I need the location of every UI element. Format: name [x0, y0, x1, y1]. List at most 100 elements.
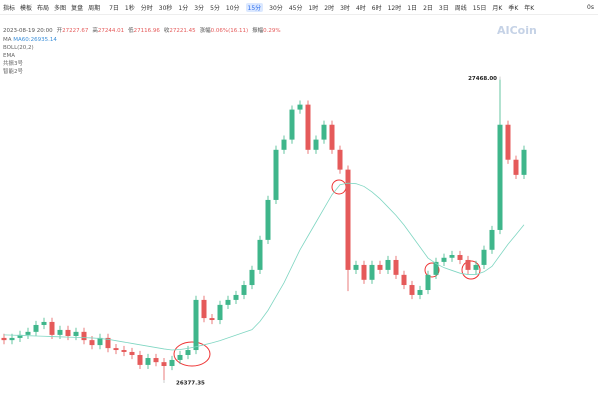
- candle-body: [377, 264, 383, 270]
- main-indicator[interactable]: MA MA60:26935.14: [3, 36, 57, 44]
- indicator[interactable]: BOLL(20,2): [3, 45, 34, 51]
- candle-body: [257, 239, 263, 270]
- period[interactable]: 2时: [324, 4, 335, 12]
- candle-body: [249, 269, 255, 286]
- candle-body: [481, 249, 487, 265]
- period[interactable]: 1秒: [124, 4, 135, 12]
- candle-body: [281, 139, 287, 150]
- field-value: 27116.96: [133, 28, 160, 34]
- period[interactable]: 15分: [245, 2, 264, 12]
- candle-body: [433, 261, 439, 275]
- candle-body: [441, 257, 447, 262]
- field-value: 0.29%: [263, 28, 281, 34]
- tool[interactable]: 布局: [37, 4, 50, 12]
- tool[interactable]: 指标: [3, 4, 16, 12]
- candle-body: [521, 149, 527, 175]
- field-value: 27244.01: [97, 28, 125, 34]
- candle-body: [41, 321, 47, 325]
- period[interactable]: 2日: [423, 4, 433, 12]
- candle-body: [417, 289, 423, 295]
- candle-body: [97, 337, 103, 346]
- period[interactable]: 3日: [438, 4, 449, 12]
- indicator[interactable]: 智能2号: [3, 69, 23, 75]
- candle-body: [489, 229, 495, 250]
- period[interactable]: 7日: [109, 4, 119, 12]
- label: MA: [3, 37, 12, 43]
- tool[interactable]: 周期: [88, 4, 101, 12]
- period[interactable]: 1分: [178, 4, 189, 12]
- period[interactable]: 年K: [524, 4, 535, 12]
- tool[interactable]: 模板: [20, 4, 33, 12]
- field-label: 开: [56, 28, 63, 34]
- candle-body: [273, 149, 279, 200]
- candle-body: [401, 274, 407, 286]
- candle-body: [137, 354, 143, 365]
- candle-body: [17, 334, 23, 338]
- candle-body: [361, 264, 367, 280]
- candle-body: [449, 255, 455, 258]
- period[interactable]: 45分: [288, 4, 303, 12]
- period[interactable]: 30分: [269, 4, 283, 12]
- period[interactable]: 周线: [454, 4, 467, 12]
- field-label: 收: [163, 28, 170, 34]
- candle-body: [513, 159, 519, 175]
- indicator[interactable]: EMA: [3, 53, 15, 59]
- indicator[interactable]: 共振3号: [3, 61, 23, 67]
- indicators: MA MA60:26935.14 BOLL(20,2) EMA 共振3号智能2号: [3, 36, 57, 76]
- period[interactable]: 1时: [308, 4, 319, 12]
- period[interactable]: 1日: [407, 4, 418, 12]
- candle-body: [129, 351, 135, 355]
- field-value: 0.06%(16.11): [210, 28, 249, 34]
- tool[interactable]: 复盘: [71, 4, 84, 12]
- candle-body: [353, 264, 359, 270]
- field-value: 27221.45: [169, 28, 196, 34]
- period[interactable]: 5分: [210, 4, 220, 12]
- extreme-label: 26377.35: [176, 380, 205, 386]
- period[interactable]: 季K: [508, 4, 519, 12]
- candle-body: [81, 331, 87, 341]
- circle: [173, 341, 211, 367]
- candle-body: [49, 321, 55, 335]
- candle-body: [89, 340, 95, 346]
- candle-body: [465, 259, 471, 270]
- candle-body: [1, 337, 7, 341]
- candle-body: [297, 104, 303, 110]
- candle-body: [337, 149, 343, 170]
- period[interactable]: 月K: [492, 4, 503, 12]
- period[interactable]: 30秒: [158, 4, 173, 12]
- highlight-circles: [173, 179, 481, 367]
- datetime: 2023-08-19 20:00: [3, 28, 53, 34]
- candle-body: [321, 124, 327, 140]
- period[interactable]: 15日: [472, 4, 487, 12]
- candle-body: [113, 348, 119, 351]
- candle-body: [57, 329, 63, 335]
- candle-body: [393, 259, 399, 275]
- candle-body: [201, 299, 207, 319]
- candle-body: [121, 350, 127, 352]
- candle-body: [385, 259, 391, 270]
- candle-body: [177, 354, 183, 360]
- period[interactable]: 3时: [340, 4, 350, 12]
- candle-body: [289, 109, 295, 140]
- candle-body: [265, 199, 271, 240]
- extreme-label: 27468.00: [468, 76, 497, 82]
- field-label: 低: [128, 28, 134, 34]
- candle-body: [233, 294, 239, 300]
- candle-body: [369, 264, 375, 280]
- period[interactable]: 12时: [387, 4, 402, 12]
- field-label: 振幅: [252, 28, 264, 34]
- candle-body: [313, 139, 319, 150]
- info-line: 2023-08-19 20:00 开27227.67 高27244.01 低27116…: [3, 26, 285, 34]
- period[interactable]: 6时: [371, 4, 382, 12]
- candle-body: [457, 255, 463, 260]
- period[interactable]: 3分: [194, 4, 205, 12]
- period[interactable]: 10分: [225, 4, 240, 12]
- candle-body: [193, 299, 199, 351]
- candle-body: [425, 274, 431, 290]
- period[interactable]: 分时: [140, 4, 153, 12]
- period[interactable]: 4时: [355, 4, 366, 12]
- candle-body: [473, 264, 479, 270]
- tool[interactable]: 多图: [54, 4, 67, 12]
